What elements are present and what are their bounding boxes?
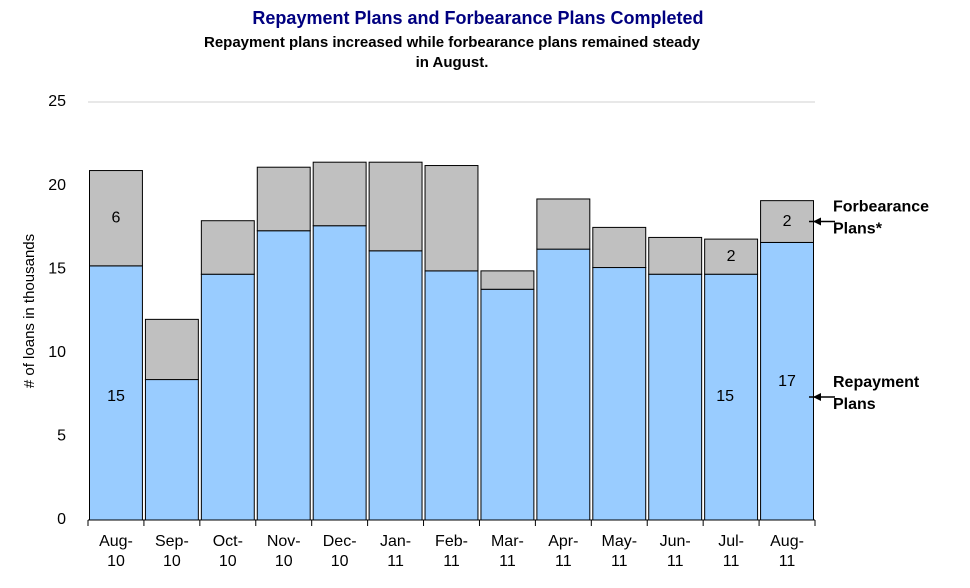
bar-segment	[368, 250, 423, 521]
bar-segment	[256, 166, 311, 232]
x-tick-label-line: Apr-	[548, 533, 578, 550]
annotation-arrowhead	[813, 217, 821, 226]
y-tick-label: 20	[48, 177, 66, 194]
bar-segment	[536, 248, 591, 521]
data-label: 6	[112, 209, 121, 226]
x-tick-label-line: May-	[601, 533, 637, 550]
bar-segment	[144, 318, 199, 381]
x-tick-label-line: Jun-	[660, 533, 691, 550]
bar-segment	[424, 165, 479, 272]
x-tick-label-line: 10	[275, 553, 293, 570]
y-tick-label: 15	[48, 260, 66, 277]
x-tick-label-line: 11	[499, 553, 516, 570]
bar-segment	[760, 200, 814, 243]
bar-segment	[592, 267, 647, 521]
bar-segment	[760, 241, 814, 521]
x-tick-label-line: Aug-	[99, 533, 133, 550]
x-tick-label-line: Jul-	[718, 533, 744, 550]
data-label: 17	[778, 373, 796, 390]
series-annotation-line: Plans*	[833, 221, 883, 238]
series-annotation: Repayment Plans	[833, 374, 920, 413]
x-tick-label-line: 11	[443, 553, 460, 570]
x-tick-label-line: Sep-	[155, 533, 189, 550]
x-tick-label-line: 11	[555, 553, 572, 570]
x-tick-label-line: 11	[667, 553, 684, 570]
x-tick-label-line: 11	[779, 553, 796, 570]
x-tick-label-line: 11	[723, 553, 740, 570]
data-label: 2	[727, 248, 736, 265]
bar-segment	[256, 230, 311, 521]
x-tick-label: Jan- 11	[380, 533, 411, 570]
chart-subtitle: in August.	[416, 54, 489, 71]
data-label: 15	[107, 388, 125, 405]
chart-subtitle: Repayment plans increased while forbeara…	[204, 34, 701, 51]
data-label: 15	[716, 388, 734, 405]
y-tick-label: 5	[57, 428, 66, 445]
data-label: 2	[783, 213, 792, 230]
bar-segment	[144, 379, 199, 521]
x-tick-label: Sep- 10	[155, 533, 189, 570]
series-annotation: Forbearance Plans*	[833, 199, 929, 238]
bar-segment	[704, 238, 759, 275]
y-tick-label: 10	[48, 344, 66, 361]
bar-segment	[89, 170, 143, 267]
x-tick-label-line: Mar-	[491, 533, 524, 550]
x-tick-label-line: 11	[387, 553, 404, 570]
x-tick-label: Feb- 11	[435, 533, 468, 570]
x-tick-label-line: 10	[107, 553, 125, 570]
bar-segment	[648, 273, 703, 521]
x-tick-label-line: 10	[163, 553, 181, 570]
x-tick-label: Apr- 11	[548, 533, 578, 570]
annotation-arrowhead	[813, 393, 821, 401]
x-tick-label: Aug- 11	[770, 533, 804, 570]
x-tick-label: Jul- 11	[718, 533, 744, 570]
x-tick-label: Dec- 10	[323, 533, 357, 570]
x-tick-label-line: Nov-	[267, 533, 301, 550]
y-axis-label: # of loans in thousands	[21, 234, 38, 388]
x-tick-label-line: 10	[331, 553, 349, 570]
x-tick-label-line: 10	[219, 553, 237, 570]
x-tick-label-line: Oct-	[213, 533, 243, 550]
bar-segment	[368, 161, 423, 252]
x-tick-label-line: 11	[611, 553, 628, 570]
bar-segment	[312, 225, 367, 521]
bar-segment	[592, 226, 647, 269]
bar-segment	[424, 270, 479, 521]
x-tick-label: Mar- 11	[491, 533, 524, 570]
chart-title: Repayment Plans and Forbearance Plans Co…	[252, 8, 703, 28]
x-tick-label-line: Dec-	[323, 533, 357, 550]
bar-segment	[200, 273, 255, 521]
x-tick-label: May- 11	[601, 533, 637, 570]
bar-segment	[312, 161, 367, 227]
bar-segment	[536, 198, 591, 250]
x-tick-label: Oct- 10	[213, 533, 243, 570]
x-tick-label-line: Feb-	[435, 533, 468, 550]
bar-segment	[200, 220, 255, 275]
bar-segment	[480, 270, 535, 290]
bar-segment	[648, 236, 703, 275]
y-tick-label: 25	[48, 93, 66, 110]
x-tick-label: Nov- 10	[267, 533, 301, 570]
series-annotation-line: Repayment	[833, 374, 920, 391]
x-tick-label-line: Aug-	[770, 533, 804, 550]
x-tick-label: Jun- 11	[660, 533, 691, 570]
series-annotation-line: Plans	[833, 396, 876, 413]
series-annotation-line: Forbearance	[833, 199, 929, 216]
y-tick-label: 0	[57, 511, 66, 528]
x-tick-label-line: Jan-	[380, 533, 411, 550]
bar-segment	[480, 288, 535, 521]
x-tick-label: Aug- 10	[99, 533, 133, 570]
